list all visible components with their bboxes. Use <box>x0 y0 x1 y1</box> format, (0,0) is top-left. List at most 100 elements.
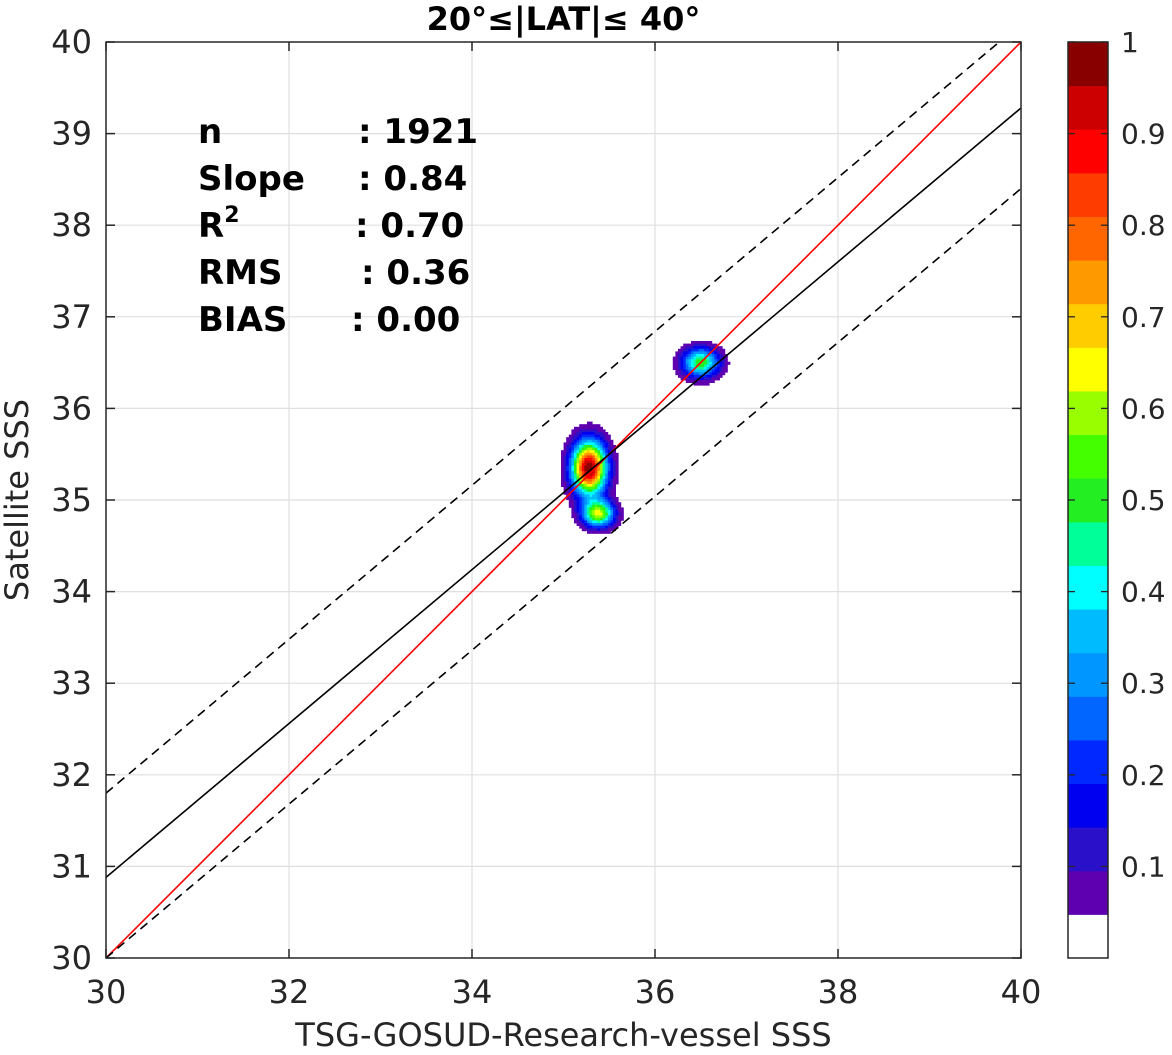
contour-cell <box>696 374 700 378</box>
contour-cell <box>594 515 598 519</box>
contour-cell <box>576 491 580 495</box>
contour-cell <box>576 499 580 503</box>
contour-cell <box>597 530 601 534</box>
contour-cell <box>688 361 692 365</box>
contour-cell <box>613 476 616 480</box>
contour-cell <box>600 523 603 526</box>
contour-cell <box>704 341 707 344</box>
contour-cell <box>602 463 606 467</box>
contour-cell <box>589 455 593 459</box>
contour-cell <box>602 452 606 456</box>
x-tick-label: 30 <box>86 973 127 1011</box>
contour-cell <box>613 517 616 521</box>
contour-cell <box>597 434 601 438</box>
contour-cell <box>581 517 585 521</box>
contour-cell <box>576 523 580 526</box>
contour-cell <box>600 478 603 482</box>
contour-cell <box>701 346 705 350</box>
contour-cell <box>574 442 577 446</box>
contour-cell <box>594 512 598 516</box>
x-axis-label: TSG-GOSUD-Research-vessel SSS <box>294 1016 831 1054</box>
contour-cell <box>568 481 572 485</box>
contour-cell <box>685 361 689 365</box>
contour-cell <box>602 530 606 534</box>
x-tick-label: 38 <box>818 973 859 1011</box>
contour-cell <box>688 354 692 357</box>
contour-cell <box>672 367 676 370</box>
contour-cell <box>584 450 588 454</box>
contour-cell <box>678 354 681 357</box>
contour-cell <box>610 520 614 524</box>
contour-cell <box>672 356 676 360</box>
contour-cell <box>602 473 606 477</box>
contour-cell <box>620 507 624 511</box>
contour-cell <box>610 507 614 511</box>
y-tick-label: 37 <box>51 298 92 336</box>
contour-cell <box>698 356 702 360</box>
y-axis-label: Satellite SSS <box>0 399 36 601</box>
contour-cell <box>683 351 687 355</box>
contour-cell <box>579 517 583 521</box>
contour-cell <box>574 484 577 487</box>
contour-cell <box>594 460 598 464</box>
contour-cell <box>579 465 583 469</box>
contour-cell <box>594 455 598 459</box>
contour-cell <box>592 512 596 516</box>
contour-cell <box>701 377 705 381</box>
colorbar-swatch <box>1068 42 1108 87</box>
contour-cell <box>576 460 580 464</box>
colorbar-tick-label: 0.4 <box>1121 576 1166 609</box>
contour-cell <box>717 354 720 357</box>
contour-cell <box>610 494 614 498</box>
contour-cell <box>610 455 614 459</box>
contour-cell <box>576 452 580 456</box>
contour-cell <box>602 460 606 464</box>
contour-cell <box>680 351 684 355</box>
contour-cell <box>722 351 726 355</box>
contour-cell <box>594 434 598 438</box>
contour-cell <box>600 507 603 511</box>
contour-cell <box>709 374 713 378</box>
y-tick-label: 31 <box>51 847 92 885</box>
contour-cell <box>615 471 619 474</box>
contour-cell <box>685 351 689 355</box>
contour-cell <box>568 465 572 469</box>
contour-cell <box>587 424 590 428</box>
contour-cell <box>602 434 606 438</box>
contour-cell <box>592 510 596 513</box>
contour-cell <box>571 468 575 472</box>
contour-cell <box>592 450 596 454</box>
contour-cell <box>607 525 611 529</box>
contour-cell <box>696 354 700 357</box>
contour-cell <box>571 481 575 485</box>
contour-cell <box>566 473 570 477</box>
contour-cell <box>711 351 715 355</box>
y-tick-label: 38 <box>51 206 92 244</box>
contour-cell <box>581 447 585 451</box>
contour-cell <box>607 476 611 480</box>
contour-cell <box>613 468 616 472</box>
contour-cell <box>579 515 583 519</box>
contour-cell <box>597 439 601 443</box>
contour-cell <box>584 502 588 506</box>
contour-cell <box>589 434 593 438</box>
contour-cell <box>696 359 700 363</box>
contour-cell <box>704 351 707 355</box>
contour-cell <box>587 450 590 454</box>
contour-cell <box>571 512 575 516</box>
colorbar-swatch <box>1068 216 1108 261</box>
contour-cell <box>574 455 577 459</box>
contour-cell <box>693 372 697 376</box>
contour-cell <box>605 512 609 516</box>
contour-cell <box>592 424 596 428</box>
contour-cell <box>607 437 611 441</box>
contour-cell <box>561 458 564 461</box>
contour-cell <box>610 473 614 477</box>
contour-cell <box>600 525 603 529</box>
contour-cell <box>605 445 609 448</box>
contour-cell <box>587 494 590 498</box>
chart-title: 20°≤|LAT|≤ 40° <box>427 0 701 39</box>
contour-cell <box>561 476 564 480</box>
contour-cell <box>579 510 583 513</box>
contour-cell <box>615 478 619 482</box>
